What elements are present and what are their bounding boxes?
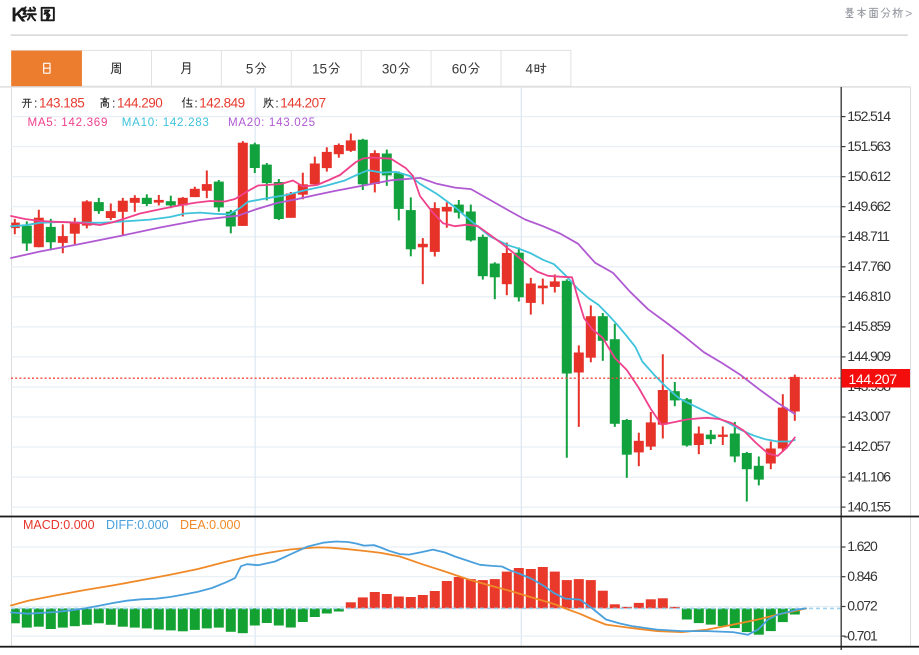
svg-text:144.207: 144.207 [849,371,898,387]
svg-text:143.185: 143.185 [39,95,84,110]
svg-text:146.810: 146.810 [847,288,891,304]
svg-text:1.620: 1.620 [847,538,878,554]
svg-text:143.007: 143.007 [847,408,891,424]
svg-text:150.612: 150.612 [847,168,891,184]
svg-text:151.563: 151.563 [847,138,891,154]
svg-text:142.057: 142.057 [847,438,891,454]
svg-text:144.909: 144.909 [847,348,891,364]
svg-text:MACD:0.000: MACD:0.000 [23,518,95,532]
svg-text::: : [34,95,38,110]
svg-text:-0.701: -0.701 [844,627,878,643]
svg-text:DIFF:0.000: DIFF:0.000 [106,518,169,532]
svg-text:0.846: 0.846 [847,568,878,584]
svg-text:5: 5 [246,61,254,76]
svg-text:148.711: 148.711 [847,228,890,244]
svg-text:141.106: 141.106 [847,468,891,484]
svg-text:144.290: 144.290 [117,95,162,110]
svg-text:>: > [905,6,912,20]
svg-text:142.849: 142.849 [199,95,244,110]
svg-text:MA20: 143.025: MA20: 143.025 [228,116,316,129]
svg-text:30: 30 [382,61,397,76]
svg-text:145.859: 145.859 [847,318,891,334]
svg-text:144.207: 144.207 [280,95,325,110]
svg-text:152.514: 152.514 [847,108,891,124]
svg-text::: : [112,95,116,110]
svg-text:15: 15 [312,61,327,76]
svg-text::: : [194,95,198,110]
svg-text:MA10: 142.283: MA10: 142.283 [122,116,210,129]
svg-text:4: 4 [526,61,534,76]
svg-text:147.760: 147.760 [847,258,891,274]
svg-text:DEA:0.000: DEA:0.000 [180,518,241,532]
svg-text:149.662: 149.662 [847,198,891,214]
svg-text::: : [275,95,279,110]
svg-text:140.155: 140.155 [847,498,891,514]
svg-text:MA5: 142.369: MA5: 142.369 [28,116,109,129]
svg-text:60: 60 [452,61,467,76]
svg-text:0.072: 0.072 [847,598,878,614]
